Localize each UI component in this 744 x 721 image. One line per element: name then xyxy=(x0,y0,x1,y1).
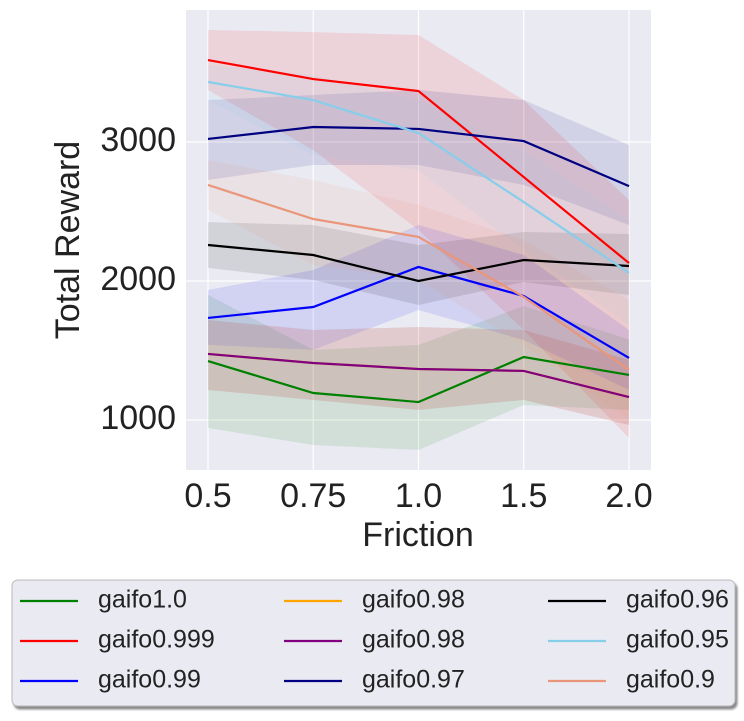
y-tick-label: 2000 xyxy=(100,260,176,298)
x-tick-label: 0.5 xyxy=(184,477,231,515)
legend-label: gaifo0.96 xyxy=(626,586,729,614)
y-tick-label: 1000 xyxy=(100,399,176,437)
confidence-band xyxy=(208,65,629,326)
y-tick-label: 3000 xyxy=(100,121,176,159)
confidence-band xyxy=(208,30,629,439)
legend-label: gaifo0.97 xyxy=(362,666,465,694)
x-tick-label: 2.0 xyxy=(605,477,652,515)
confidence-band xyxy=(208,224,629,390)
confidence-band xyxy=(208,90,629,225)
x-tick-label: 1.0 xyxy=(395,477,442,515)
confidence-band xyxy=(208,222,629,306)
line xyxy=(207,265,630,359)
legend-label: gaifo0.999 xyxy=(98,626,215,654)
x-axis-label: Friction xyxy=(362,516,473,554)
confidence-band xyxy=(208,159,629,420)
legend-label: gaifo0.99 xyxy=(98,666,201,694)
line xyxy=(207,352,630,399)
line xyxy=(207,355,630,404)
legend-box xyxy=(11,579,736,707)
x-tick-label: 0.75 xyxy=(280,477,346,515)
legend-label: gaifo0.95 xyxy=(626,626,729,654)
line xyxy=(207,125,630,188)
legend-label: gaifo0.98 xyxy=(362,626,465,654)
legend-label: gaifo0.98 xyxy=(362,586,465,614)
confidence-band xyxy=(208,294,629,450)
legend-label: gaifo1.0 xyxy=(98,586,187,614)
x-tick-label: 1.5 xyxy=(500,477,547,515)
line xyxy=(207,183,630,371)
line xyxy=(207,80,630,274)
legend-label: gaifo0.9 xyxy=(626,666,715,694)
confidence-band xyxy=(208,320,629,425)
line xyxy=(207,243,630,283)
line xyxy=(207,58,630,264)
y-axis-label: Total Reward xyxy=(49,141,87,339)
confidence-band xyxy=(208,320,629,425)
